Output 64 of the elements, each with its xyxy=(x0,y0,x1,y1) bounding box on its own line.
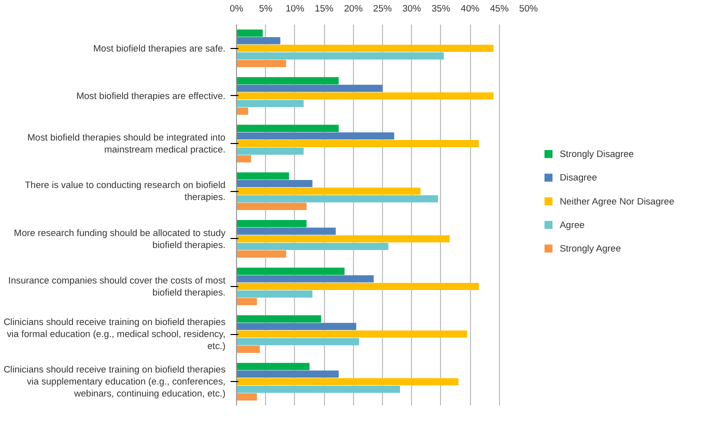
x-tick-label: 0% xyxy=(230,4,244,14)
bar xyxy=(236,132,394,140)
bar xyxy=(236,202,307,210)
legend-label: Strongly Agree xyxy=(560,244,621,254)
bar xyxy=(236,180,312,188)
bar xyxy=(236,77,339,84)
bar xyxy=(236,242,388,250)
bar xyxy=(236,228,336,235)
bar xyxy=(236,44,494,52)
bar xyxy=(236,60,286,68)
y-tick-label: Clinicians should receive training on biofield therapies via supplementary education (e.g., conferences, webinars, continuing education, etc.) xyxy=(4,364,226,399)
legend-label: Disagree xyxy=(560,172,598,183)
bar xyxy=(236,140,479,148)
bar xyxy=(236,37,280,44)
bar xyxy=(236,315,322,322)
x-tick-label: 35% xyxy=(432,4,450,14)
x-tick-label: 40% xyxy=(460,4,480,14)
legend-label: Agree xyxy=(560,220,585,230)
x-tick-label: 20% xyxy=(344,4,363,14)
bar xyxy=(236,282,479,290)
bar xyxy=(236,195,438,202)
legend-label: Strongly Disagree xyxy=(560,149,634,160)
x-tick-label: 30% xyxy=(402,4,422,14)
bar xyxy=(236,268,345,275)
y-tick-label: Insurance companies should cover the costs of most biofield therapies. xyxy=(8,275,226,298)
bar xyxy=(236,250,286,258)
bar xyxy=(236,52,444,60)
bar xyxy=(236,370,339,378)
bar xyxy=(236,155,252,162)
bar xyxy=(236,330,468,338)
x-tick-label: 15% xyxy=(314,4,334,14)
y-tick-label: Most biofield therapies are safe. xyxy=(93,43,226,54)
bar xyxy=(236,386,400,393)
bar xyxy=(236,29,263,37)
bar xyxy=(236,393,257,401)
y-tick-label: Most biofield therapies should be integrated into mainstream medical practice. xyxy=(27,132,226,155)
y-tick-label: More research funding should be allocated to study biofield therapies. xyxy=(14,228,226,250)
bar xyxy=(236,322,356,330)
bar xyxy=(236,92,494,100)
bar xyxy=(236,338,360,346)
bar xyxy=(236,84,382,92)
legend-label: Neither Agree Nor Disagree xyxy=(560,196,674,206)
bar xyxy=(236,298,257,306)
bar xyxy=(236,290,312,298)
bar xyxy=(236,148,304,155)
x-tick-label: 50% xyxy=(519,4,538,14)
x-tick-label: 45% xyxy=(490,4,509,14)
x-tick-label: 25% xyxy=(373,4,392,14)
bar xyxy=(236,172,290,180)
y-tick-label: Most biofield therapies are effective. xyxy=(76,90,226,101)
bar xyxy=(236,108,248,115)
bar xyxy=(236,124,339,132)
bar xyxy=(236,275,374,282)
y-tick-label: There is value to conducting research on biofield therapies. xyxy=(24,180,226,202)
bar xyxy=(236,346,260,353)
bar xyxy=(236,220,307,228)
x-tick-label: 5% xyxy=(258,4,272,14)
bar xyxy=(236,235,450,242)
bar xyxy=(236,188,420,195)
x-tick-label: 10% xyxy=(286,4,304,14)
bar xyxy=(236,378,458,386)
y-tick-label: Clinicians should receive training on biofield therapies via formal education (e.g., medical school, residency, etc.) xyxy=(4,317,226,352)
bar xyxy=(236,362,310,370)
bar xyxy=(236,100,304,108)
